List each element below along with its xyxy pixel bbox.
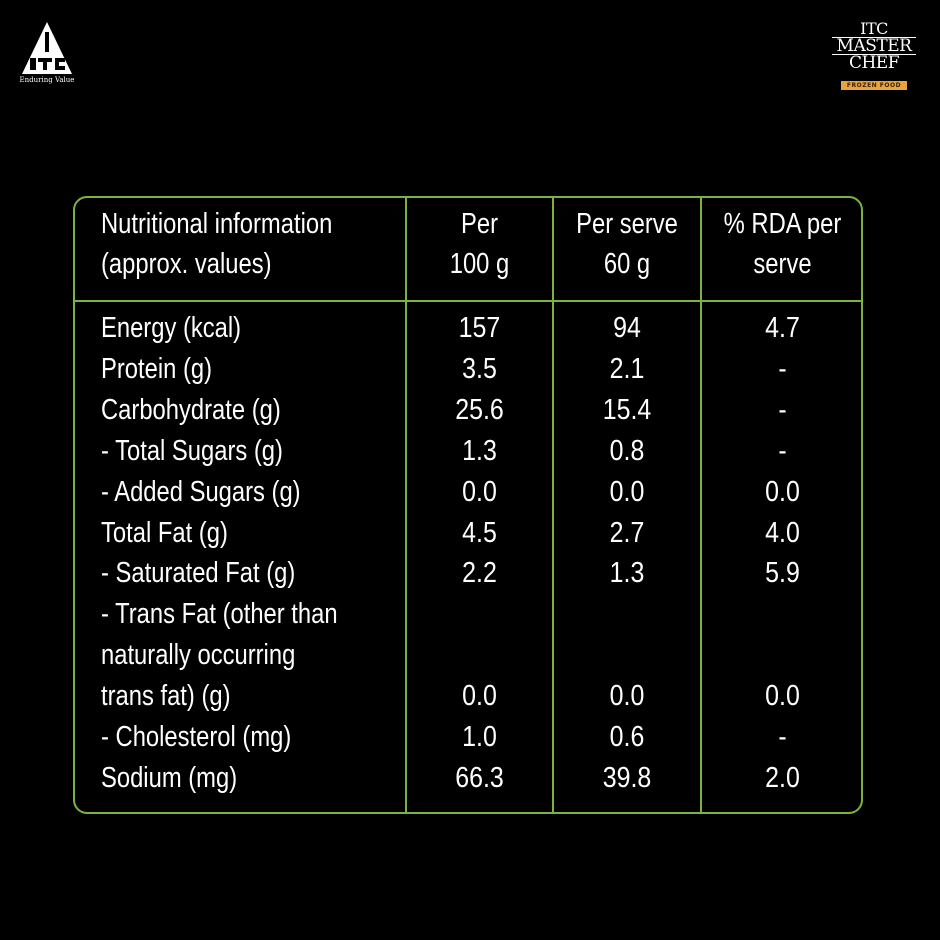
cell-per-100g: 1.3 xyxy=(462,434,497,467)
cell-per-serve: 0.8 xyxy=(609,434,645,467)
cell-per-serve: 94 xyxy=(613,312,641,344)
row-label: trans fat) (g) xyxy=(101,680,231,713)
cell-per-serve: 0.6 xyxy=(609,721,645,753)
row-label: Energy (kcal) xyxy=(101,312,242,344)
row-label: naturally occurring xyxy=(101,639,296,672)
header-nutritional-information: Nutritional information (approx. values) xyxy=(101,208,333,280)
cell-per-serve: 2.7 xyxy=(609,516,645,549)
nutrition-table: Nutritional information (approx. values)… xyxy=(73,196,863,814)
row-label: - Saturated Fat (g) xyxy=(101,557,296,590)
cell-per-serve: 2.1 xyxy=(609,352,645,385)
itc-logo: Enduring Value xyxy=(18,22,76,88)
row-label: Sodium (mg) xyxy=(101,761,238,794)
cell-rda: 5.9 xyxy=(765,557,800,590)
cell-per-100g: 4.5 xyxy=(462,516,497,549)
cell-rda: - xyxy=(778,393,787,426)
cell-per-100g: 157 xyxy=(458,312,501,344)
cell-rda: 2.0 xyxy=(765,761,800,794)
header-per-serve: Per serve 60 g xyxy=(576,208,678,280)
mc-logo-line3: CHEF xyxy=(848,53,900,73)
itc-triangle-icon xyxy=(22,22,72,74)
column-divider xyxy=(405,198,407,812)
header-rda: % RDA per serve xyxy=(723,208,842,280)
row-label: Carbohydrate (g) xyxy=(101,393,281,426)
cell-rda: - xyxy=(778,352,787,385)
row-label: - Trans Fat (other than xyxy=(101,598,338,631)
cell-rda: 4.7 xyxy=(765,312,800,344)
master-chef-logo: ITC MASTER CHEF FROZEN FOOD xyxy=(832,20,916,91)
cell-per-100g: 1.0 xyxy=(462,721,497,753)
header-divider xyxy=(75,300,861,302)
cell-per-serve: 0.0 xyxy=(609,680,645,713)
cell-per-100g: 66.3 xyxy=(455,761,504,794)
row-label: - Cholesterol (mg) xyxy=(101,721,292,753)
cell-per-100g: 0.0 xyxy=(462,680,497,713)
mc-logo-band: FROZEN FOOD xyxy=(840,81,908,90)
cell-rda: 0.0 xyxy=(765,680,800,713)
column-divider xyxy=(552,198,554,812)
cell-rda: - xyxy=(778,434,787,467)
cell-per-100g: 3.5 xyxy=(462,352,497,385)
row-label: - Total Sugars (g) xyxy=(101,434,283,467)
cell-per-100g: 0.0 xyxy=(462,475,497,508)
row-label: - Added Sugars (g) xyxy=(101,475,301,508)
row-label: Protein (g) xyxy=(101,352,213,385)
cell-per-serve: 1.3 xyxy=(609,557,645,590)
cell-per-serve: 0.0 xyxy=(609,475,645,508)
column-divider xyxy=(700,198,702,812)
cell-per-serve: 15.4 xyxy=(602,393,652,426)
cell-rda: 0.0 xyxy=(765,475,800,508)
cell-per-100g: 2.2 xyxy=(462,557,497,590)
cell-rda: - xyxy=(778,721,787,753)
cell-per-serve: 39.8 xyxy=(602,761,652,794)
cell-rda: 4.0 xyxy=(765,516,800,549)
cell-per-100g: 25.6 xyxy=(455,393,504,426)
header-per-100g: Per 100 g xyxy=(449,208,510,280)
mc-logo-line1: ITC xyxy=(860,19,888,38)
itc-tagline: Enduring Value xyxy=(19,76,75,84)
row-label: Total Fat (g) xyxy=(101,516,228,549)
mc-logo-line2: MASTER xyxy=(832,37,916,55)
